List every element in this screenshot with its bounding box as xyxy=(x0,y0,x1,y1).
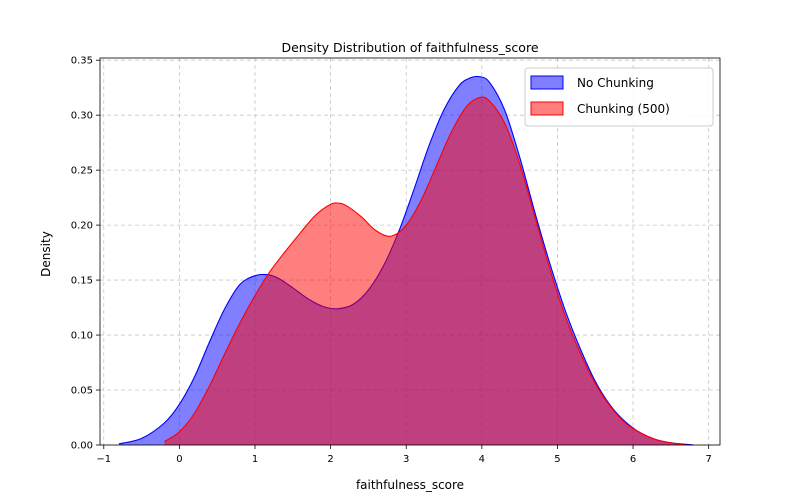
axes-frame xyxy=(99,57,721,446)
series-layer xyxy=(118,75,694,446)
x-tick-label: 2 xyxy=(327,454,333,465)
legend-swatch-1 xyxy=(530,75,564,90)
x-tick-label: 0 xyxy=(176,454,182,465)
series-line-1 xyxy=(118,75,694,446)
y-tick-label: 0.25 xyxy=(71,166,93,177)
legend: No Chunking Chunking (500) xyxy=(524,67,714,127)
legend-label-2: Chunking (500) xyxy=(577,102,670,116)
x-tick-label: 7 xyxy=(705,454,711,465)
legend-label-1: No Chunking xyxy=(577,76,654,90)
y-tick-label: 0.30 xyxy=(71,111,93,122)
x-tick-label: 1 xyxy=(252,454,258,465)
x-tick-label: 3 xyxy=(403,454,409,465)
y-tick-label: 0.00 xyxy=(71,441,93,452)
series-area-2 xyxy=(164,97,686,445)
x-tick-label: 6 xyxy=(630,454,636,465)
y-tick-label: 0.20 xyxy=(71,221,93,232)
series-line-2 xyxy=(163,96,687,446)
y-tick-label: 0.10 xyxy=(71,331,93,342)
y-tick-label: 0.15 xyxy=(71,276,93,287)
legend-box xyxy=(524,67,714,127)
x-tick-label: −1 xyxy=(96,454,111,465)
y-tick-label: 0.35 xyxy=(71,56,93,67)
y-axis-title: Density xyxy=(39,231,53,277)
ticks: −1 0 1 2 3 4 5 6 7 0.00 0.05 0.10 0.15 0.20 0.25 0.30 0.… xyxy=(71,56,712,465)
chart-title: Density Distribution of faithfulness_sco… xyxy=(281,40,538,55)
x-tick-label: 5 xyxy=(554,454,560,465)
y-tick-label: 0.05 xyxy=(71,386,93,397)
x-tick-label: 4 xyxy=(479,454,485,465)
legend-swatch-2 xyxy=(530,101,564,116)
x-axis-title: faithfulness_score xyxy=(356,478,464,492)
